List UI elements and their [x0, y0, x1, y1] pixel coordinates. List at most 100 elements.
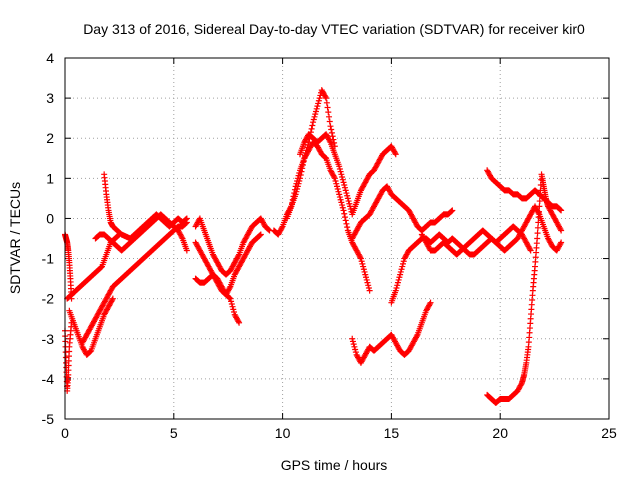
- plus-marker: [229, 303, 236, 310]
- series-arc-13: [297, 131, 399, 218]
- plus-marker: [312, 108, 319, 115]
- plus-marker: [535, 219, 542, 226]
- plus-marker: [313, 105, 320, 112]
- plus-marker: [341, 210, 348, 217]
- x-tick-label: 15: [384, 425, 400, 441]
- plus-marker: [392, 151, 399, 158]
- plus-marker: [343, 190, 350, 197]
- y-tick-label: 4: [46, 50, 54, 66]
- plus-marker: [331, 173, 338, 180]
- plus-marker: [347, 206, 354, 213]
- plus-marker: [109, 295, 116, 302]
- plus-marker: [557, 240, 564, 247]
- plus-marker: [535, 214, 542, 221]
- plus-marker: [536, 208, 543, 215]
- plus-marker: [351, 343, 358, 350]
- plus-marker: [289, 196, 296, 203]
- plus-marker: [345, 198, 352, 205]
- plus-marker: [534, 235, 541, 242]
- data-points: [62, 87, 565, 406]
- plus-marker: [326, 137, 333, 144]
- plus-marker: [310, 116, 317, 123]
- plus-marker: [336, 165, 343, 172]
- plus-marker: [328, 126, 335, 133]
- plus-marker: [309, 122, 316, 129]
- plus-marker: [227, 295, 234, 302]
- series-arc-1: [62, 319, 75, 394]
- plus-marker: [314, 103, 321, 110]
- plus-marker: [341, 184, 348, 191]
- y-tick-label: -4: [42, 371, 55, 387]
- plus-marker: [183, 215, 190, 222]
- series-arc-4: [66, 295, 116, 358]
- plus-marker: [331, 139, 338, 146]
- x-tick-label: 25: [601, 425, 617, 441]
- plus-marker: [349, 335, 356, 342]
- plus-marker: [291, 186, 298, 193]
- plus-marker: [352, 349, 359, 356]
- plus-marker: [399, 263, 406, 270]
- plus-marker: [350, 341, 357, 348]
- plus-marker: [226, 284, 233, 291]
- plus-marker: [257, 231, 264, 238]
- plus-marker: [344, 224, 351, 231]
- y-tick-label: 3: [46, 90, 54, 106]
- plus-marker: [397, 268, 404, 275]
- plus-marker: [449, 207, 456, 214]
- plot-frame: [64, 57, 610, 420]
- plus-marker: [315, 100, 322, 107]
- plus-marker: [312, 111, 319, 118]
- plus-marker: [366, 287, 373, 294]
- plus-marker: [364, 279, 371, 286]
- plus-marker: [331, 175, 338, 182]
- plus-marker: [62, 349, 69, 356]
- y-tick-label: -2: [42, 291, 55, 307]
- plus-marker: [336, 163, 343, 170]
- plus-marker: [231, 309, 238, 316]
- plus-marker: [342, 217, 349, 224]
- plus-marker: [534, 224, 541, 231]
- plus-marker: [62, 354, 69, 361]
- plus-marker: [346, 200, 353, 207]
- plus-marker: [332, 178, 339, 185]
- plus-marker: [397, 271, 404, 278]
- plus-marker: [341, 182, 348, 189]
- plus-marker: [257, 232, 264, 239]
- x-tick-label: 20: [492, 425, 508, 441]
- plus-marker: [357, 254, 364, 261]
- y-tick-label: -3: [42, 331, 55, 347]
- plus-marker: [339, 173, 346, 180]
- series-arc-12: [283, 139, 373, 294]
- series-arc-2: [62, 231, 75, 302]
- x-axis-title: GPS time / hours: [281, 457, 388, 473]
- x-tick-label: 0: [61, 425, 69, 441]
- plus-marker: [291, 190, 298, 197]
- plus-marker: [235, 318, 242, 325]
- plus-marker: [339, 176, 346, 183]
- y-tick-label: 1: [46, 170, 54, 186]
- plus-marker: [236, 319, 243, 326]
- plus-marker: [398, 266, 405, 273]
- plus-marker: [396, 274, 403, 281]
- plus-marker: [278, 224, 285, 231]
- series-arc-19: [484, 171, 565, 406]
- plus-marker: [426, 301, 433, 308]
- plus-marker: [400, 260, 407, 267]
- plus-marker: [288, 203, 295, 210]
- plus-marker: [557, 226, 564, 233]
- plus-marker: [527, 247, 534, 254]
- plus-marker: [327, 123, 334, 130]
- series-arc-16: [388, 223, 534, 306]
- plus-marker: [365, 284, 372, 291]
- plus-marker: [335, 188, 342, 195]
- plus-marker: [393, 284, 400, 291]
- plus-marker: [311, 113, 318, 120]
- y-tick-labels: -5 -4 -3 -2 -1 0 1 2 3 4: [42, 50, 55, 427]
- plus-marker: [360, 266, 367, 273]
- plus-marker: [349, 338, 356, 345]
- plus-marker: [558, 239, 565, 246]
- plus-marker: [534, 230, 541, 237]
- plus-marker: [295, 172, 302, 179]
- plus-marker: [558, 207, 565, 214]
- plus-marker: [336, 194, 343, 201]
